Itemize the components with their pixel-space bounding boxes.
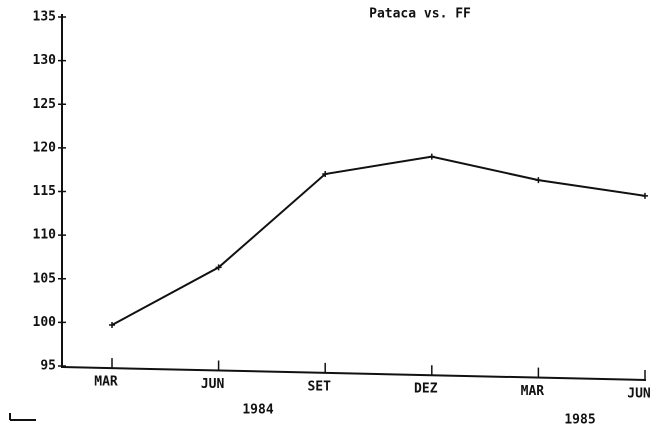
- point-marker: [322, 171, 329, 178]
- x-tick-label: JUN: [627, 386, 651, 401]
- y-tick-label: 105: [33, 271, 56, 286]
- x-tick-label: SET: [307, 379, 331, 394]
- point-marker: [109, 321, 115, 328]
- point-marker: [428, 153, 435, 160]
- line: [111, 155, 646, 326]
- y-tick-label: 100: [33, 315, 57, 330]
- y-tick-label: 135: [33, 10, 56, 25]
- year-label: 1984: [242, 403, 273, 418]
- point-marker: [535, 177, 542, 184]
- point-marker: [215, 264, 222, 271]
- scan-mark: [9, 413, 36, 421]
- y-tick-label: 125: [33, 97, 56, 112]
- y-tick-label: 110: [33, 228, 57, 243]
- chart-title: Pataca vs. FF: [369, 7, 471, 22]
- x-tick-label: JUN: [201, 377, 225, 392]
- y-tick-label: 130: [33, 53, 57, 68]
- x-axis: [61, 366, 647, 381]
- x-tick-label: MAR: [521, 384, 545, 399]
- point-marker: [642, 192, 648, 199]
- y-tick-label: 120: [33, 140, 57, 155]
- x-tick-label: MAR: [94, 375, 118, 390]
- year-label: 1985: [564, 413, 595, 428]
- y-tick-label: 95: [40, 359, 56, 374]
- y-tick-label: 115: [33, 184, 56, 199]
- x-tick-label: DEZ: [414, 382, 438, 397]
